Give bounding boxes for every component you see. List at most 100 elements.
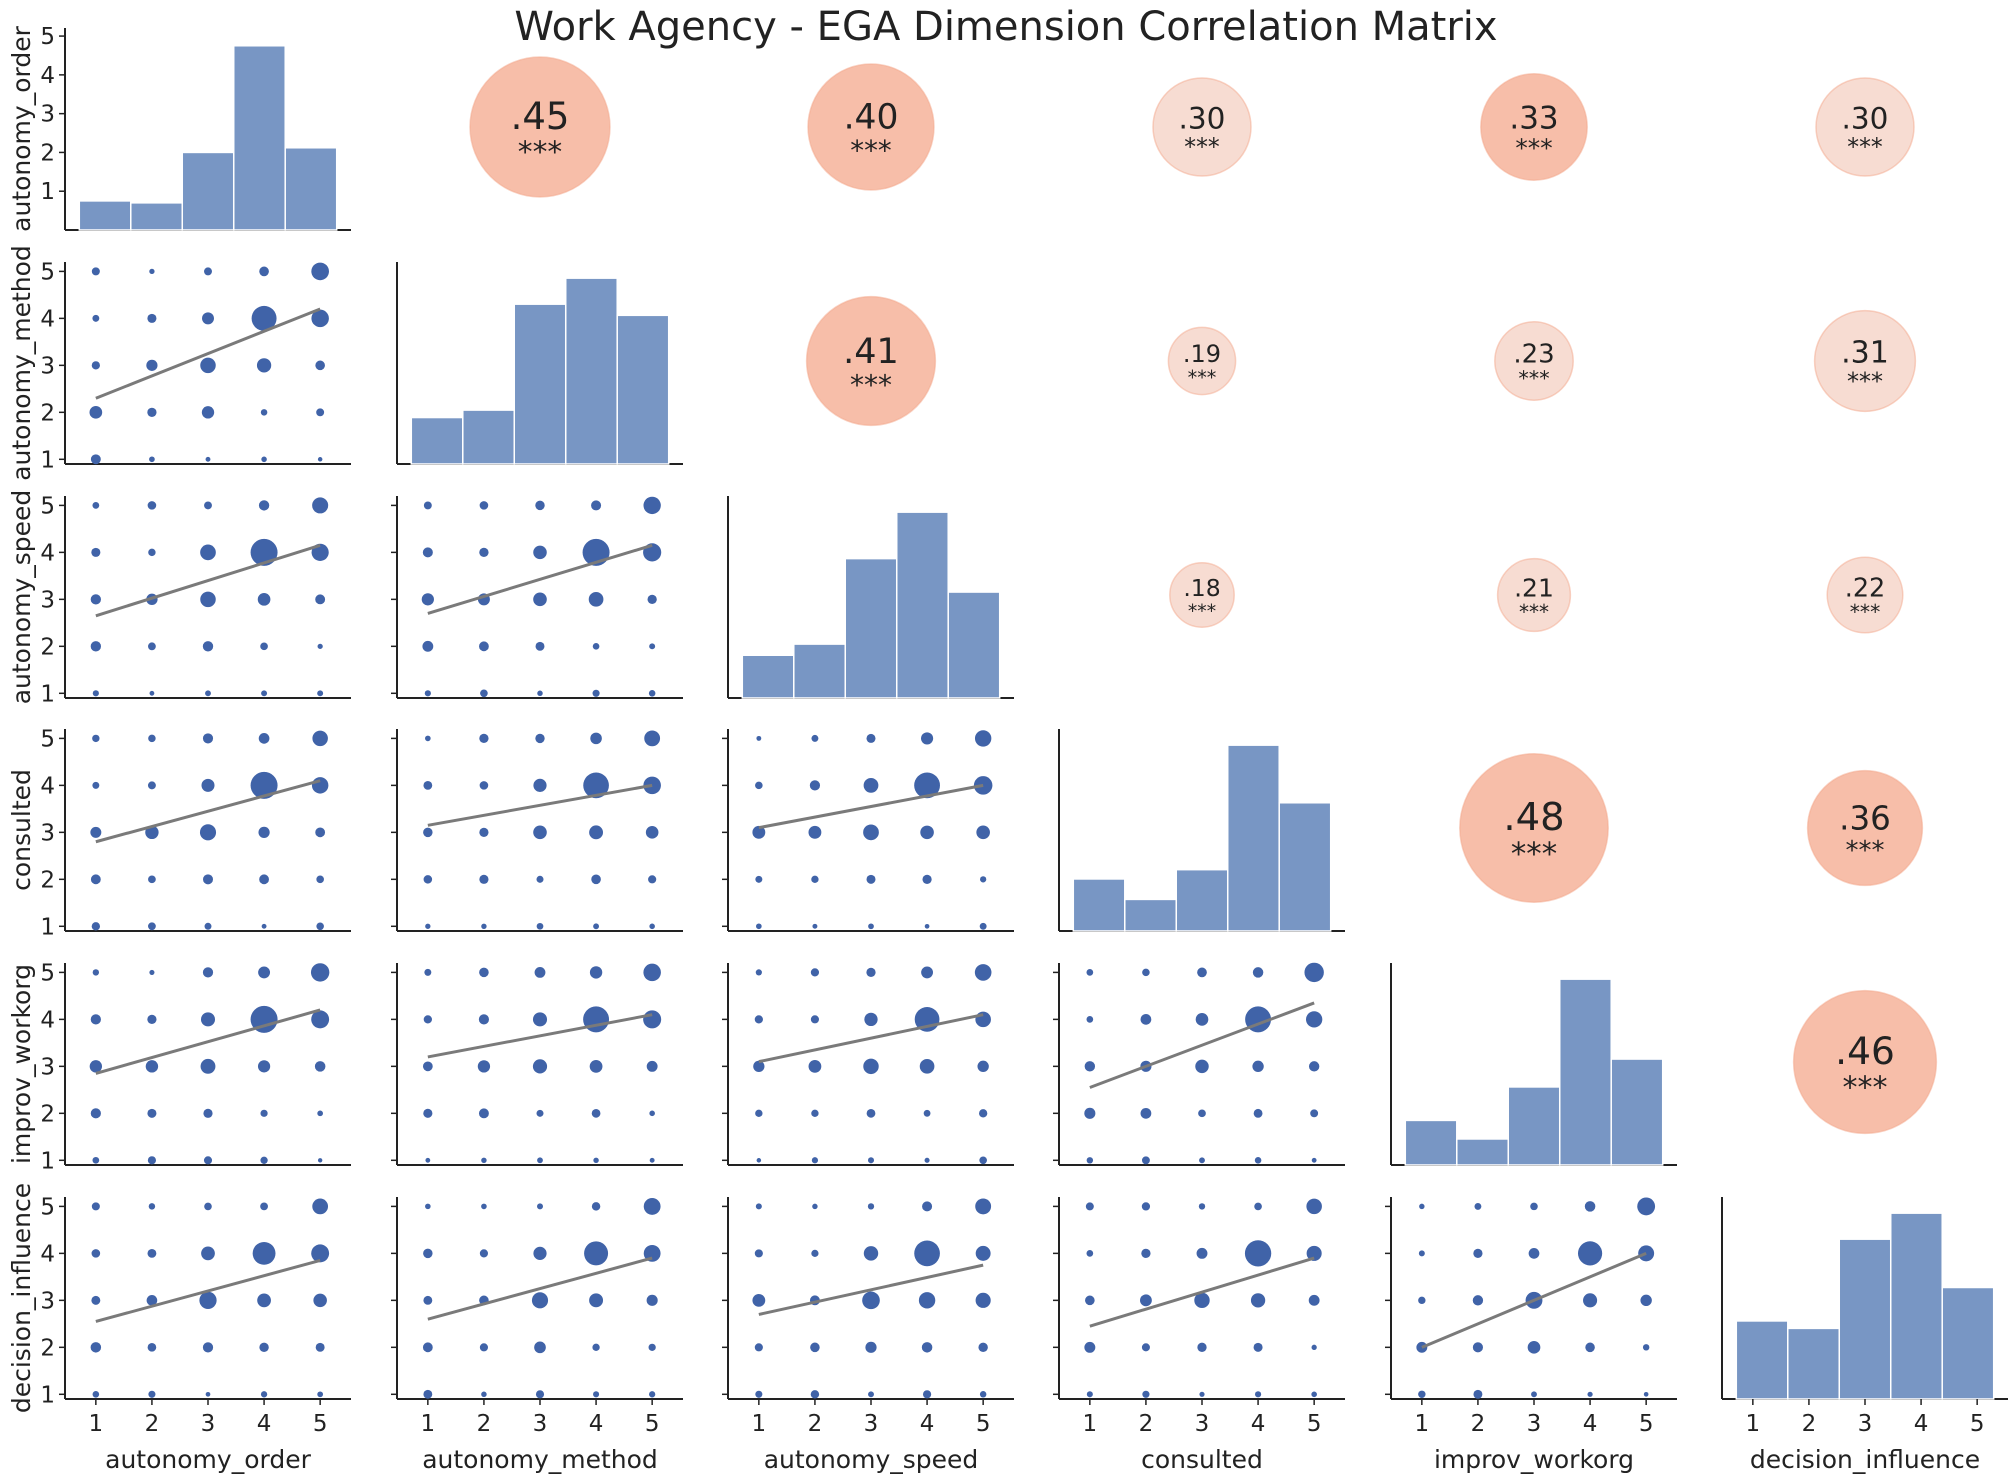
scatter-point xyxy=(649,1391,656,1398)
x-tick-label: 3 xyxy=(1858,1411,1873,1437)
scatter-point xyxy=(974,964,992,981)
scatter-point xyxy=(592,689,600,697)
panel-3-3 xyxy=(1058,729,1345,932)
histogram-bar xyxy=(1404,1119,1458,1166)
correlation-value: .19 xyxy=(1183,340,1221,368)
scatter-point xyxy=(1587,1391,1593,1397)
scatter-point xyxy=(648,1343,656,1351)
panel-0-1: .45*** xyxy=(469,56,611,198)
scatter-point xyxy=(755,1390,763,1398)
correlation-bubble xyxy=(1494,321,1574,401)
scatter-point xyxy=(478,1014,489,1025)
correlation-bubble xyxy=(1169,562,1235,628)
histogram-bar xyxy=(844,557,898,699)
scatter-point xyxy=(1253,1108,1263,1118)
x-tick-label: 1 xyxy=(752,1411,767,1437)
scatter-point xyxy=(479,827,489,837)
scatter-point xyxy=(1474,1202,1482,1210)
x-tick-label: 2 xyxy=(808,1411,823,1437)
y-tick-label: 2 xyxy=(40,1335,55,1361)
scatter-point xyxy=(92,734,100,743)
correlation-bubble xyxy=(1496,557,1572,633)
chart-title: Work Agency - EGA Dimension Correlation … xyxy=(514,4,1497,50)
scatter-point xyxy=(92,781,100,789)
scatter-point xyxy=(868,923,874,930)
scatter-point xyxy=(202,312,214,325)
correlation-value: .40 xyxy=(844,98,899,138)
scatter-point xyxy=(924,1157,930,1163)
panel-1-1 xyxy=(396,262,683,465)
scatter-point xyxy=(260,1156,268,1164)
scatter-point xyxy=(423,1389,433,1399)
scatter-point xyxy=(145,825,159,840)
scatter-point xyxy=(536,875,544,883)
y-tick-label: 2 xyxy=(40,634,55,660)
scatter-point xyxy=(90,641,101,652)
scatter-point xyxy=(1085,1295,1095,1306)
scatter-point xyxy=(914,772,940,799)
scatter-point xyxy=(261,923,267,929)
scatter-point xyxy=(149,969,155,975)
scatter-point xyxy=(199,824,217,841)
scatter-point xyxy=(423,1295,433,1305)
scatter-point xyxy=(756,923,762,930)
scatter-point xyxy=(260,409,268,416)
scatter-point xyxy=(649,923,655,930)
correlation-value: .21 xyxy=(1514,573,1554,602)
scatter-point xyxy=(866,733,876,743)
scatter-point xyxy=(311,1010,330,1029)
regression-line xyxy=(758,1263,984,1316)
correlation-value: .33 xyxy=(1509,101,1558,137)
scatter-point xyxy=(312,1198,329,1215)
scatter-point xyxy=(591,1202,601,1211)
scatter-point xyxy=(866,967,876,978)
scatter-point xyxy=(317,457,323,462)
scatter-point xyxy=(867,1157,875,1164)
scatter-point xyxy=(148,1390,156,1398)
scatter-point xyxy=(204,267,212,276)
scatter-point xyxy=(199,1291,217,1309)
scatter-point xyxy=(589,966,603,979)
regression-line xyxy=(427,1256,653,1321)
x-axis-label-autonomy_method: autonomy_method xyxy=(422,1445,658,1474)
scatter-point xyxy=(1197,1342,1207,1352)
correlation-value: .41 xyxy=(843,332,899,372)
y-tick-label: 1 xyxy=(40,914,55,940)
scatter-point xyxy=(481,1391,487,1398)
scatter-point xyxy=(756,1158,762,1163)
scatter-point xyxy=(1252,1060,1264,1073)
x-tick-label: 2 xyxy=(1471,1411,1486,1437)
scatter-point xyxy=(1197,967,1207,978)
scatter-point xyxy=(534,1341,546,1354)
scatter-point xyxy=(481,923,487,929)
scatter-point xyxy=(583,772,609,799)
scatter-point xyxy=(1199,1391,1205,1397)
scatter-point xyxy=(1527,1340,1541,1354)
correlation-value: .48 xyxy=(1503,795,1564,840)
scatter-point xyxy=(535,500,545,511)
scatter-point xyxy=(423,875,433,884)
scatter-point xyxy=(533,1246,547,1260)
histogram-bar xyxy=(1889,1212,1943,1400)
significance-marker: *** xyxy=(1850,600,1881,624)
scatter-point xyxy=(479,967,489,978)
scatter-point xyxy=(148,642,156,651)
significance-marker: *** xyxy=(1847,368,1883,396)
scatter-point xyxy=(924,923,930,929)
scatter-point xyxy=(315,360,325,371)
scatter-point xyxy=(145,1060,159,1073)
scatter-point xyxy=(202,733,214,744)
scatter-point xyxy=(533,825,547,840)
scatter-point xyxy=(1308,1061,1320,1072)
histogram-bar xyxy=(741,654,795,699)
histogram-bar xyxy=(1735,1320,1789,1400)
regression-line xyxy=(427,543,653,615)
panel-3-1 xyxy=(391,729,683,932)
y-axis-label-decision_influence: decision_influence xyxy=(7,1183,36,1413)
panel-0-0: 1 2 3 4 5 xyxy=(40,24,351,231)
y-tick-label: 5 xyxy=(40,960,55,986)
correlation-bubble xyxy=(1815,77,1915,177)
regression-line xyxy=(1089,1001,1315,1089)
correlation-bubble xyxy=(1167,326,1237,396)
scatter-point xyxy=(810,1015,819,1024)
